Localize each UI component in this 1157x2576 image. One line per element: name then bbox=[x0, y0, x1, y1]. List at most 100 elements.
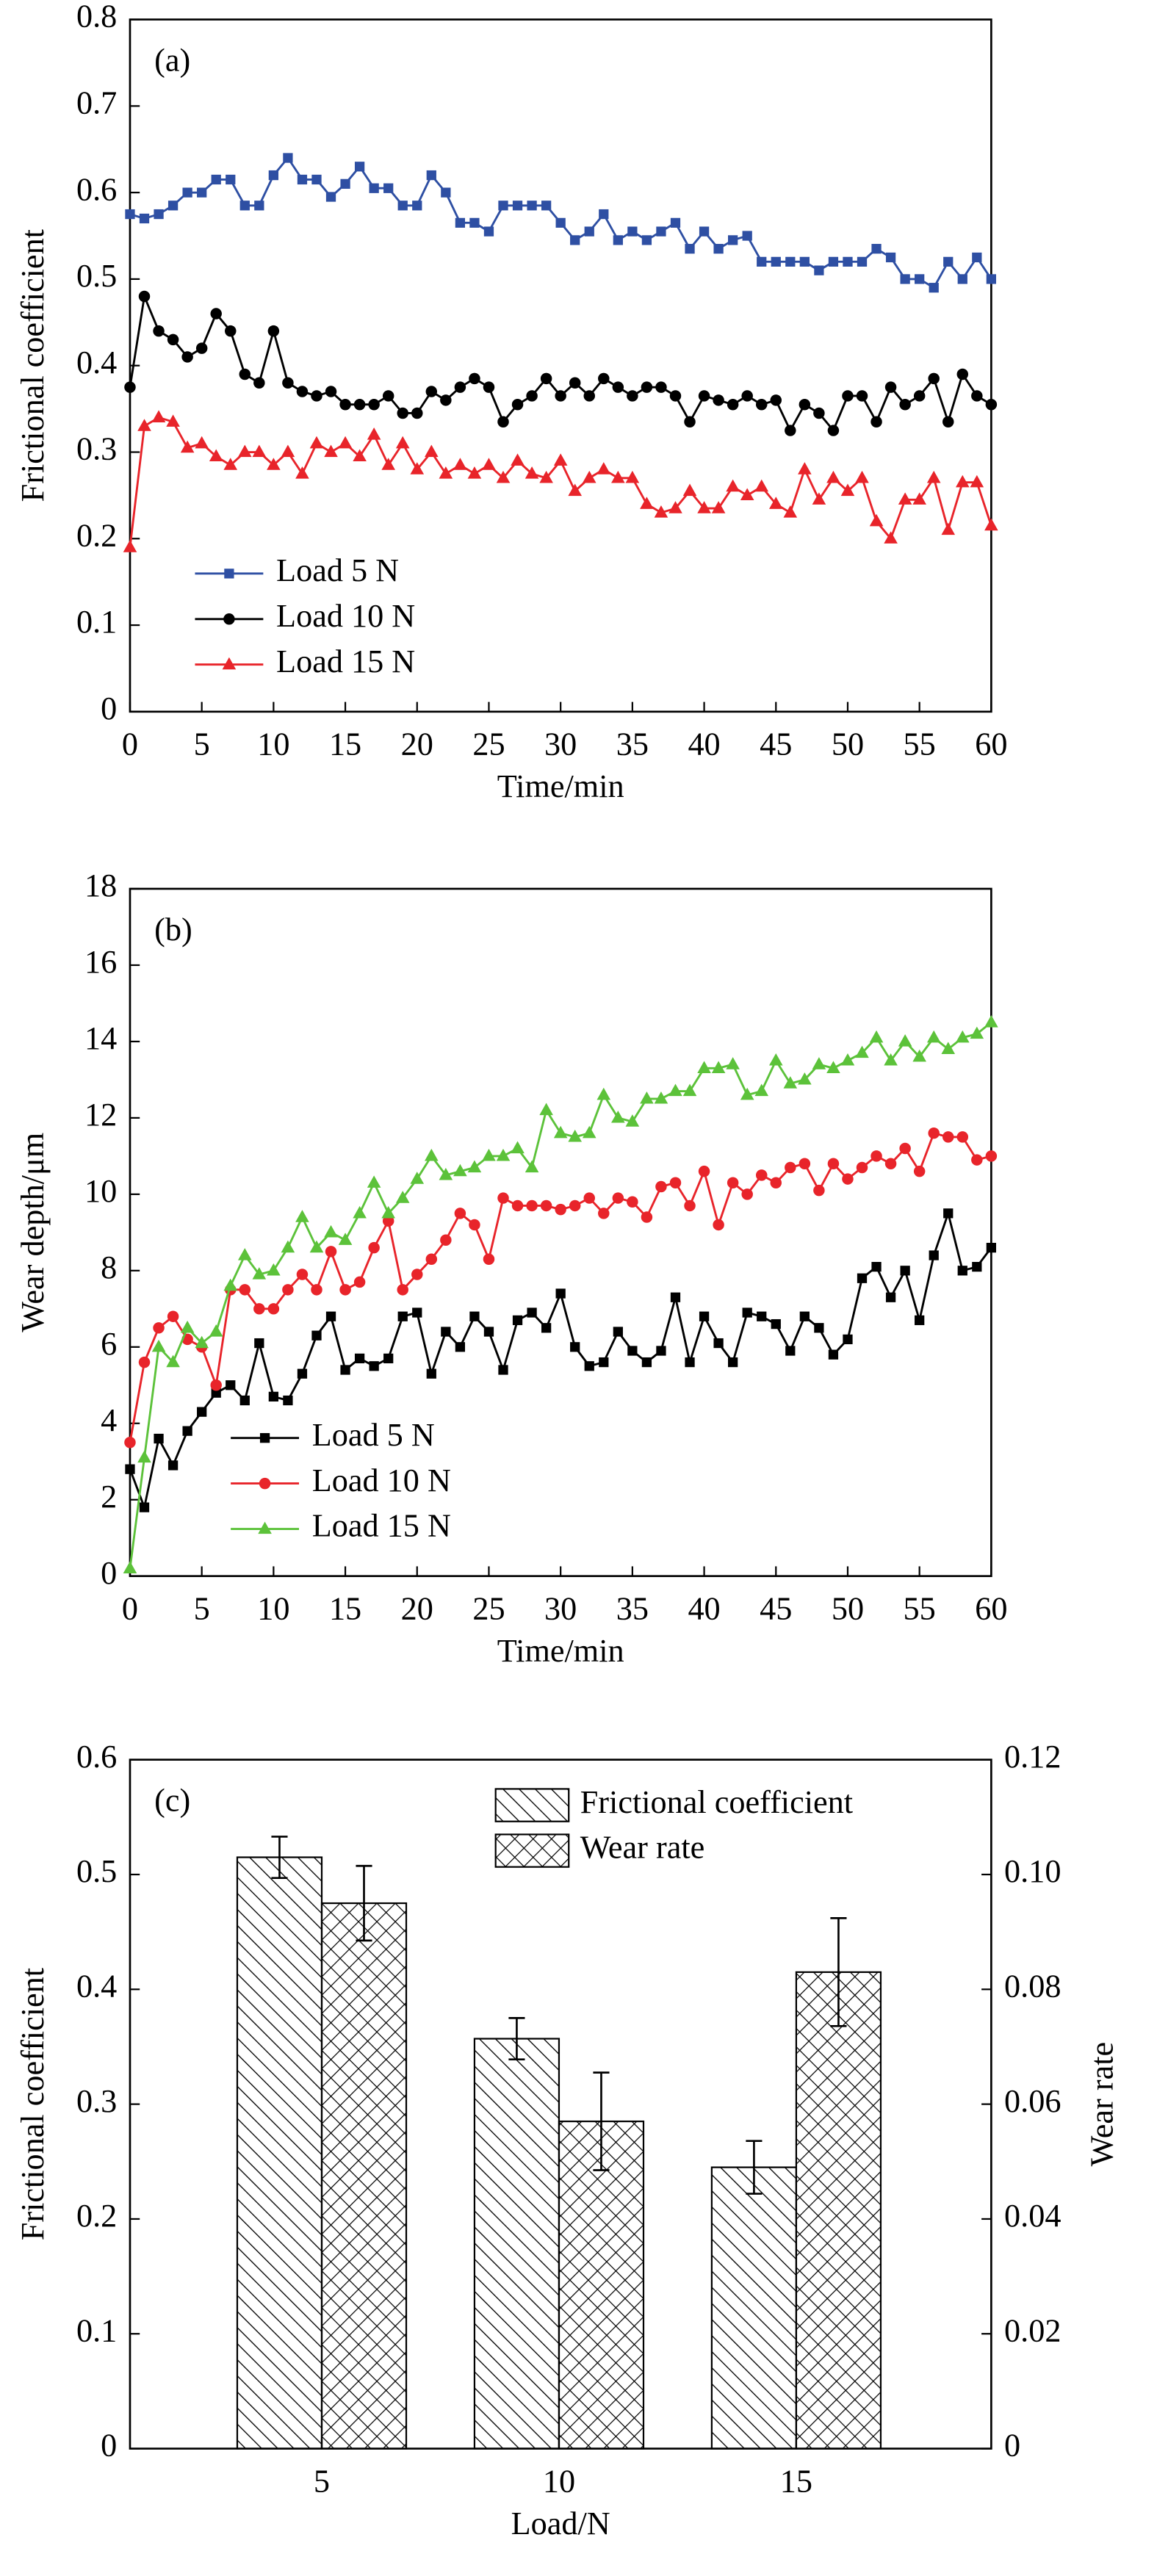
marker bbox=[670, 1292, 681, 1302]
marker bbox=[871, 1261, 882, 1272]
marker bbox=[783, 1076, 798, 1089]
marker bbox=[711, 501, 726, 513]
marker bbox=[871, 244, 882, 254]
marker bbox=[655, 381, 667, 393]
x-tick-label: 50 bbox=[832, 726, 864, 762]
legend-label: Load 15 N bbox=[276, 643, 415, 679]
marker bbox=[957, 274, 967, 284]
marker bbox=[498, 1365, 508, 1375]
marker bbox=[325, 386, 337, 397]
y-tick-label: 0 bbox=[101, 1555, 117, 1591]
x-tick-label: 10 bbox=[257, 1591, 289, 1627]
x-tick-label: 35 bbox=[616, 726, 649, 762]
marker bbox=[943, 1208, 954, 1219]
marker bbox=[640, 1091, 654, 1104]
marker bbox=[596, 1087, 611, 1100]
marker bbox=[151, 1339, 166, 1352]
marker bbox=[223, 458, 238, 470]
marker bbox=[440, 394, 452, 406]
marker bbox=[553, 1125, 568, 1139]
series-line bbox=[129, 1209, 992, 1512]
marker bbox=[139, 1502, 150, 1512]
marker bbox=[267, 458, 281, 470]
marker bbox=[569, 1199, 581, 1212]
marker bbox=[211, 1388, 221, 1398]
marker bbox=[267, 1303, 280, 1315]
marker bbox=[612, 381, 624, 393]
marker bbox=[985, 398, 998, 411]
marker bbox=[582, 1125, 596, 1139]
marker bbox=[483, 1327, 494, 1337]
marker bbox=[498, 201, 508, 211]
marker bbox=[353, 398, 366, 411]
marker bbox=[197, 1407, 207, 1417]
marker bbox=[525, 1160, 539, 1173]
marker bbox=[309, 436, 324, 449]
marker bbox=[527, 1307, 537, 1318]
marker bbox=[181, 351, 193, 363]
marker bbox=[698, 390, 710, 402]
marker bbox=[684, 1199, 696, 1212]
marker bbox=[726, 479, 740, 492]
marker bbox=[125, 209, 135, 220]
marker bbox=[971, 1154, 983, 1166]
marker bbox=[512, 201, 523, 211]
legend-swatch bbox=[494, 1788, 570, 1822]
marker bbox=[783, 505, 798, 518]
marker bbox=[697, 1061, 711, 1073]
marker bbox=[611, 1110, 625, 1123]
marker bbox=[654, 505, 668, 518]
marker bbox=[971, 390, 983, 402]
marker bbox=[669, 390, 682, 402]
marker bbox=[569, 377, 581, 389]
marker bbox=[814, 265, 824, 275]
x-tick-label: 15 bbox=[780, 2463, 812, 2499]
marker bbox=[311, 390, 322, 402]
marker bbox=[668, 1083, 682, 1097]
marker bbox=[497, 416, 509, 428]
marker bbox=[612, 1192, 624, 1204]
marker bbox=[984, 518, 998, 531]
marker bbox=[826, 470, 840, 483]
x-tick-label: 25 bbox=[472, 1591, 505, 1627]
marker bbox=[368, 1241, 380, 1254]
x-tick-label: 5 bbox=[314, 2463, 330, 2499]
x-tick-label: 5 bbox=[194, 726, 210, 762]
marker bbox=[339, 1284, 351, 1296]
marker bbox=[555, 390, 566, 402]
marker bbox=[685, 244, 695, 254]
bar bbox=[236, 1856, 323, 2450]
marker bbox=[727, 398, 739, 411]
marker bbox=[627, 1196, 638, 1208]
marker bbox=[669, 1177, 682, 1189]
marker bbox=[884, 531, 898, 544]
marker bbox=[757, 1311, 767, 1321]
y2-axis-label: Wear rate bbox=[1084, 2042, 1120, 2167]
marker bbox=[483, 1253, 495, 1265]
marker bbox=[654, 1091, 668, 1104]
marker bbox=[726, 1057, 740, 1069]
marker bbox=[209, 449, 223, 462]
marker bbox=[871, 416, 882, 428]
y-tick-label: 0.3 bbox=[76, 2083, 117, 2119]
y-tick-label: 0.8 bbox=[76, 0, 117, 35]
marker bbox=[381, 458, 395, 470]
marker bbox=[469, 1219, 480, 1231]
marker bbox=[137, 419, 151, 431]
x-tick-label: 60 bbox=[975, 1591, 1007, 1627]
marker bbox=[426, 170, 436, 181]
y-tick-label: 0.6 bbox=[76, 171, 117, 207]
legend-label: Load 15 N bbox=[312, 1508, 451, 1544]
y-tick-label: 0.5 bbox=[76, 258, 117, 294]
marker bbox=[211, 174, 221, 185]
marker bbox=[296, 1269, 309, 1280]
marker bbox=[167, 1460, 179, 1471]
marker bbox=[798, 1072, 812, 1085]
marker bbox=[153, 325, 165, 337]
marker bbox=[123, 1561, 137, 1573]
marker bbox=[613, 235, 623, 245]
y-tick-label: 0 bbox=[101, 2428, 117, 2464]
marker bbox=[755, 398, 768, 411]
marker bbox=[828, 256, 839, 267]
marker bbox=[123, 540, 137, 552]
